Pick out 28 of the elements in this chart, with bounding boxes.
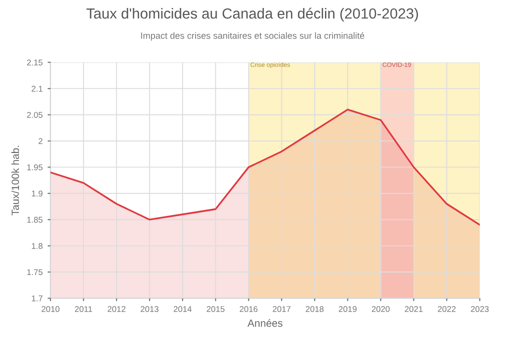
y-tick-label: 2.1 — [32, 86, 42, 92]
x-tick-label: 2014 — [174, 306, 192, 312]
x-tick-label: 2020 — [372, 306, 390, 312]
x-tick-label: 2023 — [470, 306, 489, 312]
x-axis-title: Années — [247, 319, 282, 327]
y-tick-label: 2 — [38, 138, 42, 144]
y-tick-label: 1.95 — [27, 164, 43, 170]
y-tick-label: 1.7 — [32, 296, 42, 302]
y-tick-label: 1.9 — [32, 190, 42, 196]
x-tick-label: 2010 — [42, 306, 60, 312]
x-tick-label: 2018 — [306, 306, 324, 312]
x-tick-label: 2016 — [240, 306, 258, 312]
x-tick-label: 2012 — [108, 306, 126, 312]
x-tick-label: 2011 — [74, 306, 92, 312]
y-tick-label: 1.8 — [32, 243, 42, 249]
y-axis-title: Taux/100k hab. — [11, 146, 20, 216]
y-tick-label: 2.15 — [27, 60, 43, 66]
x-tick-label: 2015 — [206, 306, 225, 312]
x-tick-label: 2019 — [338, 306, 357, 312]
chart-subtitle: Impact des crises sanitaires et sociales sur la criminalité — [141, 32, 364, 41]
x-tick-label: 2021 — [404, 306, 423, 312]
x-tick-label: 2022 — [438, 306, 456, 312]
x-tick-label: 2017 — [272, 306, 290, 312]
x-tick-label: 2013 — [140, 306, 158, 312]
chart-title: Taux d'homicides au Canada en déclin (2010-2023) — [86, 8, 418, 22]
y-tick-label: 2.05 — [27, 112, 43, 118]
y-tick-label: 1.75 — [27, 269, 43, 276]
y-tick-label: 1.85 — [27, 216, 43, 223]
